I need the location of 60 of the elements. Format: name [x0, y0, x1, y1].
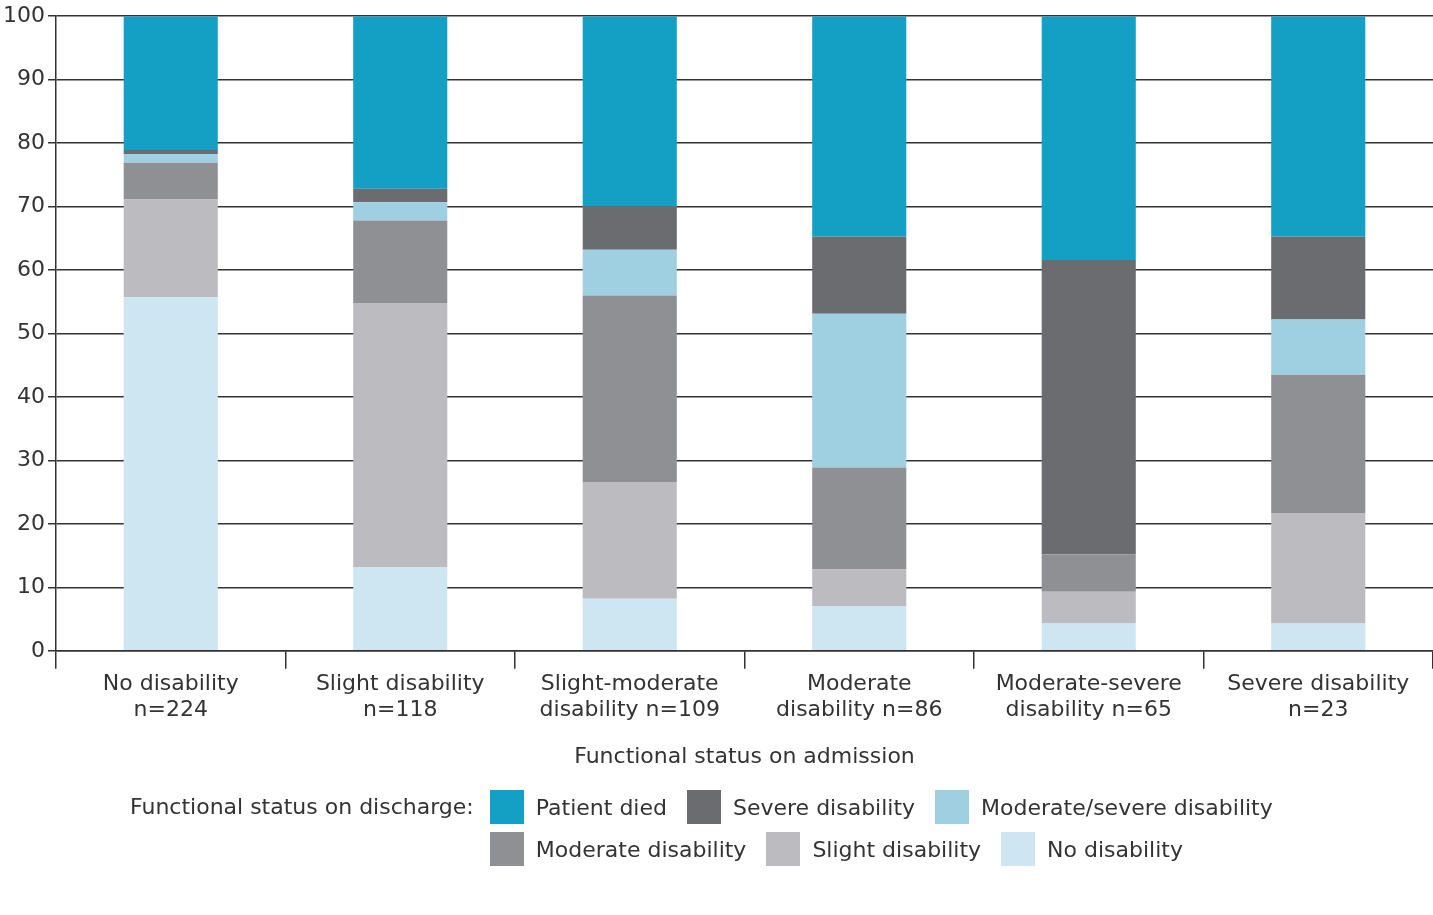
- legend-label: Patient died: [535, 794, 667, 820]
- bar: [582, 295, 677, 482]
- y-tick-label: 70: [16, 192, 45, 218]
- x-tick-label: Moderate-severe disability n=65: [995, 669, 1182, 722]
- legend-label: No disability: [1047, 836, 1183, 862]
- x-tick-label: Slight disability n=118: [315, 669, 485, 722]
- bar: [812, 467, 907, 570]
- bar: [1271, 374, 1366, 514]
- bar: [812, 236, 907, 314]
- bar: [1271, 236, 1366, 320]
- bar: [123, 153, 218, 163]
- bar: [353, 202, 448, 221]
- x-tick-label: Slight-moderate disability n=109: [539, 669, 720, 722]
- y-tick-label: 100: [2, 1, 45, 27]
- bar: [1041, 259, 1136, 555]
- bar: [353, 188, 448, 203]
- bar: [812, 313, 907, 468]
- bar: [1041, 591, 1136, 624]
- bar: [582, 482, 677, 599]
- legend-label: Slight disability: [812, 836, 982, 862]
- legend-title: Functional status on discharge:: [130, 793, 474, 821]
- legend-label: Severe disability: [732, 794, 916, 820]
- y-tick-label: 30: [16, 446, 45, 472]
- bar: [1041, 623, 1136, 651]
- bar: [353, 220, 448, 304]
- bar: [123, 297, 218, 651]
- y-tick-label: 80: [16, 128, 45, 154]
- bar: [123, 150, 218, 154]
- bar: [812, 606, 907, 651]
- bar: [1271, 513, 1366, 624]
- y-tick-label: 50: [16, 319, 45, 345]
- bar: [353, 567, 448, 651]
- x-axis-title: Functional status on admission: [574, 742, 915, 768]
- bar: [582, 598, 677, 651]
- bar: [1271, 319, 1366, 375]
- bar: [1271, 623, 1366, 651]
- y-tick-label: 90: [16, 65, 45, 91]
- bar: [123, 162, 218, 200]
- y-tick-label: 60: [16, 255, 45, 281]
- bar: [582, 205, 677, 250]
- bar: [353, 16, 448, 189]
- y-tick-label: 20: [16, 509, 45, 535]
- legend-label: Moderate/severe disability: [981, 794, 1273, 820]
- bar: [812, 569, 907, 607]
- bar: [353, 303, 448, 568]
- y-tick-label: 10: [16, 573, 45, 599]
- legend-label: Moderate disability: [535, 836, 747, 862]
- bar: [123, 16, 218, 151]
- bar: [1271, 16, 1366, 237]
- bar: [1041, 554, 1136, 592]
- bar: [1041, 16, 1136, 260]
- x-tick-label: Severe disability n=23: [1227, 669, 1410, 722]
- bar: [123, 199, 218, 298]
- bar: [812, 16, 907, 237]
- x-tick-label: Moderate disability n=86: [776, 669, 943, 722]
- y-tick-label: 0: [30, 636, 45, 662]
- bar: [582, 249, 677, 296]
- x-tick-label: No disability n=224: [102, 669, 239, 722]
- bar: [582, 16, 677, 206]
- y-tick-label: 40: [16, 382, 45, 408]
